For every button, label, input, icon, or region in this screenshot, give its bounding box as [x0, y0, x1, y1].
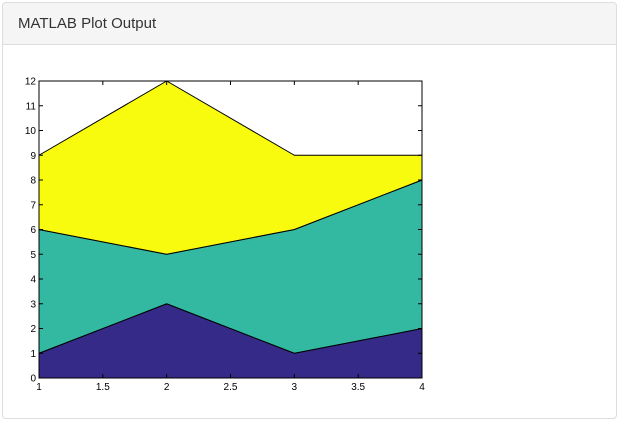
- y-tick-label: 9: [30, 151, 36, 162]
- y-tick-label: 6: [30, 225, 36, 236]
- y-tick-label: 1: [30, 349, 36, 360]
- x-tick-label: 1.5: [96, 382, 110, 393]
- y-tick-label: 0: [30, 374, 36, 385]
- y-tick-label: 10: [25, 126, 37, 137]
- x-tick-label: 1: [36, 382, 42, 393]
- area-series-group: [38, 80, 423, 379]
- x-tick-label: 2: [164, 382, 170, 393]
- chart-area: 1 1.5 2 2.5 3 3.5 4 0 1 2 3 4 5 6 7 8 9 10 11 12: [3, 45, 616, 418]
- y-tick-label: 11: [26, 101, 37, 112]
- x-tick-label: 3.5: [351, 382, 365, 393]
- y-tick-label: 12: [25, 77, 37, 88]
- x-tick-label: 3: [292, 382, 298, 393]
- y-tick-label: 3: [30, 299, 36, 310]
- panel-heading: MATLAB Plot Output: [3, 3, 616, 45]
- y-tick-label: 2: [30, 324, 36, 335]
- y-tick-label: 7: [30, 200, 36, 211]
- x-tick-label: 4: [419, 382, 425, 393]
- y-tick-label: 5: [30, 250, 36, 261]
- panel-title: MATLAB Plot Output: [18, 15, 157, 32]
- x-tick-label: 2.5: [224, 382, 238, 393]
- y-tick-label: 8: [30, 176, 36, 187]
- y-tick-label: 4: [30, 275, 36, 286]
- x-axis: 1 1.5 2 2.5 3 3.5 4: [36, 81, 425, 393]
